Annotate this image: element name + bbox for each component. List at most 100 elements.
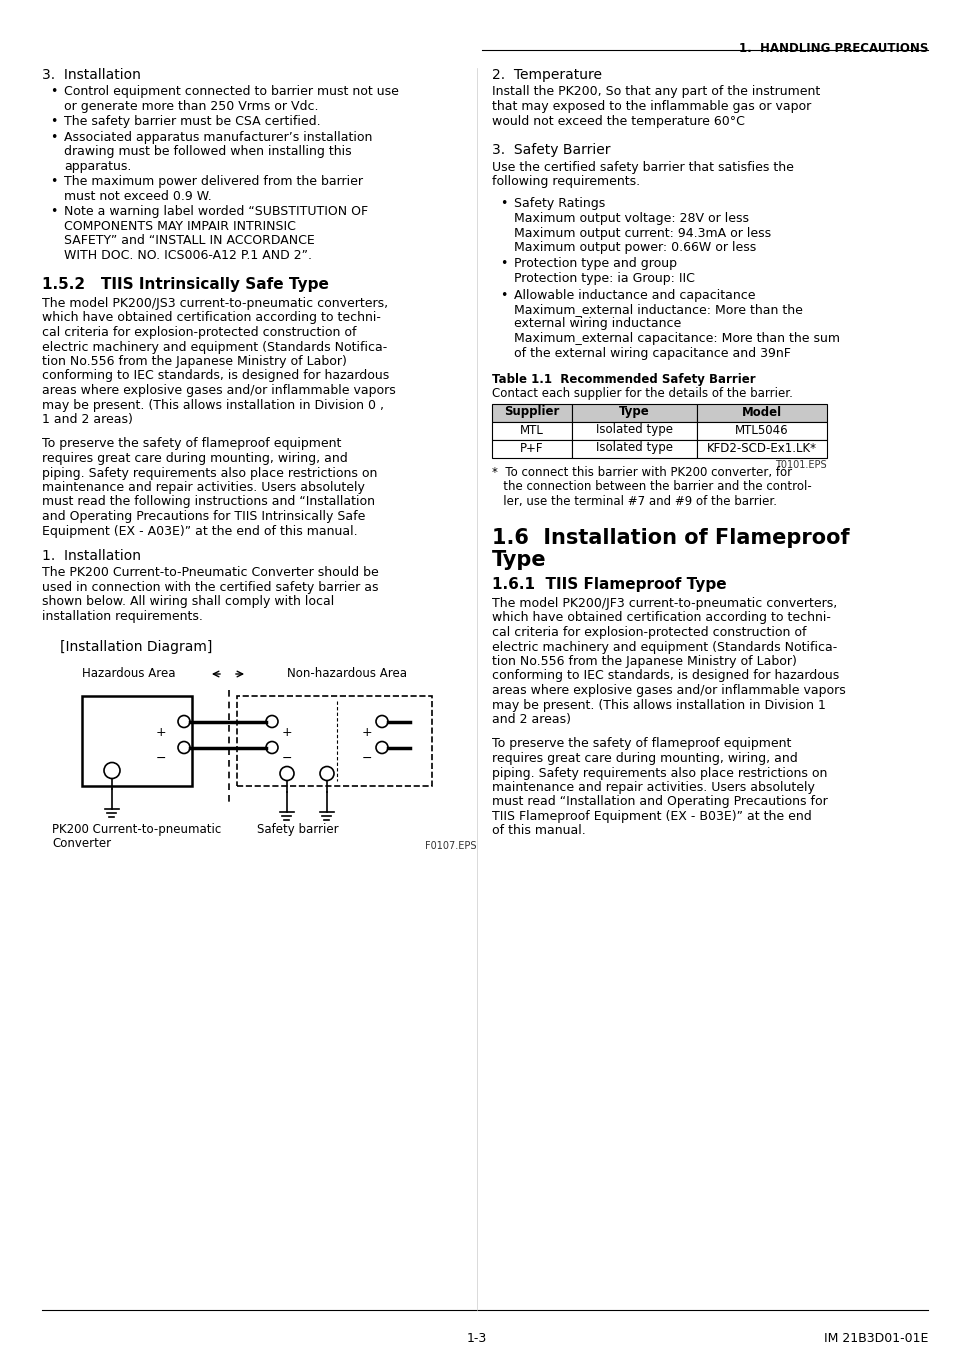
Text: cal criteria for explosion-protected construction of: cal criteria for explosion-protected con…	[492, 626, 805, 639]
Text: Safety barrier: Safety barrier	[256, 823, 338, 835]
Bar	[236, 696, 432, 785]
Text: IM 21B3D01-01E: IM 21B3D01-01E	[822, 1332, 927, 1346]
Text: Protection type: ia Group: IIC: Protection type: ia Group: IIC	[514, 272, 694, 285]
Bar	[572, 422, 697, 440]
Text: TIIS Flameproof Equipment (EX - B03E)” at the end: TIIS Flameproof Equipment (EX - B03E)” a…	[492, 811, 811, 823]
Text: 2.  Temperature: 2. Temperature	[492, 68, 601, 82]
Text: Converter: Converter	[52, 838, 111, 850]
Bar	[572, 404, 697, 422]
Text: Associated apparatus manufacturer’s installation: Associated apparatus manufacturer’s inst…	[64, 131, 372, 145]
Text: Maximum_external capacitance: More than the sum: Maximum_external capacitance: More than …	[514, 332, 840, 345]
Text: Protection type and group: Protection type and group	[514, 258, 677, 270]
Text: piping. Safety requirements also place restrictions on: piping. Safety requirements also place r…	[492, 766, 826, 780]
Text: Isolated type: Isolated type	[596, 423, 672, 436]
Text: 3.  Safety Barrier: 3. Safety Barrier	[492, 143, 610, 157]
Text: Allowable inductance and capacitance: Allowable inductance and capacitance	[514, 289, 755, 301]
Text: 1.6.1  TIIS Flameproof Type: 1.6.1 TIIS Flameproof Type	[492, 577, 726, 593]
Text: electric machinery and equipment (Standards Notifica-: electric machinery and equipment (Standa…	[42, 340, 387, 354]
Text: Maximum output voltage: 28V or less: Maximum output voltage: 28V or less	[514, 212, 748, 226]
Text: •: •	[499, 289, 507, 301]
Text: must read “Installation and Operating Precautions for: must read “Installation and Operating Pr…	[492, 796, 827, 808]
Text: ler, use the terminal #7 and #9 of the barrier.: ler, use the terminal #7 and #9 of the b…	[492, 494, 776, 508]
Text: To preserve the safety of flameproof equipment: To preserve the safety of flameproof equ…	[42, 438, 341, 450]
Text: Equipment (EX - A03E)” at the end of this manual.: Equipment (EX - A03E)” at the end of thi…	[42, 524, 357, 538]
Text: requires great care during mounting, wiring, and: requires great care during mounting, wir…	[42, 453, 348, 465]
Text: •: •	[499, 197, 507, 211]
Text: •: •	[50, 131, 57, 145]
Text: 1.  Installation: 1. Installation	[42, 549, 141, 563]
Text: 1.  HANDLING PRECAUTIONS: 1. HANDLING PRECAUTIONS	[738, 42, 927, 55]
Text: Isolated type: Isolated type	[596, 442, 672, 454]
Text: P+F: P+F	[519, 442, 543, 454]
Text: •: •	[50, 115, 57, 128]
Text: may be present. (This allows installation in Division 0 ,: may be present. (This allows installatio…	[42, 399, 384, 412]
Bar	[492, 404, 572, 422]
Text: COMPONENTS MAY IMPAIR INTRINSIC: COMPONENTS MAY IMPAIR INTRINSIC	[64, 220, 295, 232]
Text: 1.6  Installation of Flameproof: 1.6 Installation of Flameproof	[492, 527, 849, 547]
Bar	[82, 696, 192, 785]
Text: The PK200 Current-to-Pneumatic Converter should be: The PK200 Current-to-Pneumatic Converter…	[42, 566, 378, 580]
Text: Control equipment connected to barrier must not use: Control equipment connected to barrier m…	[64, 85, 398, 99]
Text: conforming to IEC standards, is designed for hazardous: conforming to IEC standards, is designed…	[42, 370, 389, 382]
Text: Table 1.1  Recommended Safety Barrier: Table 1.1 Recommended Safety Barrier	[492, 373, 755, 386]
Text: Note a warning label worded “SUBSTITUTION OF: Note a warning label worded “SUBSTITUTIO…	[64, 205, 368, 219]
Text: apparatus.: apparatus.	[64, 159, 132, 173]
Text: that may exposed to the inflammable gas or vapor: that may exposed to the inflammable gas …	[492, 100, 810, 113]
Text: and 2 areas): and 2 areas)	[492, 713, 571, 725]
Text: maintenance and repair activities. Users absolutely: maintenance and repair activities. Users…	[42, 481, 364, 494]
Text: +: +	[155, 725, 166, 739]
Text: −: −	[282, 751, 293, 765]
Text: •: •	[50, 176, 57, 189]
Text: tion No.556 from the Japanese Ministry of Labor): tion No.556 from the Japanese Ministry o…	[492, 655, 796, 667]
Text: would not exceed the temperature 60°C: would not exceed the temperature 60°C	[492, 115, 744, 127]
Text: 1.5.2   TIIS Intrinsically Safe Type: 1.5.2 TIIS Intrinsically Safe Type	[42, 277, 329, 292]
Bar	[697, 422, 826, 440]
Text: The safety barrier must be CSA certified.: The safety barrier must be CSA certified…	[64, 115, 320, 128]
Text: KFD2-SCD-Ex1.LK*: KFD2-SCD-Ex1.LK*	[706, 442, 816, 454]
Text: maintenance and repair activities. Users absolutely: maintenance and repair activities. Users…	[492, 781, 814, 794]
Text: Model: Model	[741, 405, 781, 419]
Text: shown below. All wiring shall comply with local: shown below. All wiring shall comply wit…	[42, 596, 334, 608]
Text: •: •	[499, 258, 507, 270]
Text: may be present. (This allows installation in Division 1: may be present. (This allows installatio…	[492, 698, 825, 712]
Text: Maximum_external inductance: More than the: Maximum_external inductance: More than t…	[514, 303, 802, 316]
Text: Use the certified safety barrier that satisfies the: Use the certified safety barrier that sa…	[492, 161, 793, 173]
Bar	[492, 422, 572, 440]
Text: Install the PK200, So that any part of the instrument: Install the PK200, So that any part of t…	[492, 85, 820, 99]
Text: or generate more than 250 Vrms or Vdc.: or generate more than 250 Vrms or Vdc.	[64, 100, 318, 113]
Text: conforming to IEC standards, is designed for hazardous: conforming to IEC standards, is designed…	[492, 670, 839, 682]
Text: which have obtained certification according to techni-: which have obtained certification accord…	[492, 612, 830, 624]
Text: +: +	[361, 725, 373, 739]
Text: areas where explosive gases and/or inflammable vapors: areas where explosive gases and/or infla…	[492, 684, 845, 697]
Text: tion No.556 from the Japanese Ministry of Labor): tion No.556 from the Japanese Ministry o…	[42, 355, 347, 367]
Text: drawing must be followed when installing this: drawing must be followed when installing…	[64, 146, 352, 158]
Text: used in connection with the certified safety barrier as: used in connection with the certified sa…	[42, 581, 378, 594]
Text: must not exceed 0.9 W.: must not exceed 0.9 W.	[64, 190, 212, 203]
Text: WITH DOC. NO. ICS006-A12 P.1 AND 2”.: WITH DOC. NO. ICS006-A12 P.1 AND 2”.	[64, 249, 312, 262]
Text: SAFETY” and “INSTALL IN ACCORDANCE: SAFETY” and “INSTALL IN ACCORDANCE	[64, 235, 314, 247]
Text: −: −	[155, 751, 166, 765]
Text: cal criteria for explosion-protected construction of: cal criteria for explosion-protected con…	[42, 326, 356, 339]
Bar	[697, 404, 826, 422]
Text: of the external wiring capacitance and 39nF: of the external wiring capacitance and 3…	[514, 346, 790, 359]
Text: electric machinery and equipment (Standards Notifica-: electric machinery and equipment (Standa…	[492, 640, 837, 654]
Text: 1 and 2 areas): 1 and 2 areas)	[42, 413, 132, 426]
Text: *  To connect this barrier with PK200 converter, for: * To connect this barrier with PK200 con…	[492, 466, 791, 480]
Text: external wiring inductance: external wiring inductance	[514, 317, 680, 331]
Text: of this manual.: of this manual.	[492, 824, 585, 838]
Text: −: −	[361, 751, 372, 765]
Text: the connection between the barrier and the control-: the connection between the barrier and t…	[492, 481, 811, 493]
Text: •: •	[50, 85, 57, 99]
Text: piping. Safety requirements also place restrictions on: piping. Safety requirements also place r…	[42, 466, 377, 480]
Text: [Installation Diagram]: [Installation Diagram]	[60, 640, 213, 654]
Text: areas where explosive gases and/or inflammable vapors: areas where explosive gases and/or infla…	[42, 384, 395, 397]
Text: Supplier: Supplier	[504, 405, 559, 419]
Text: Maximum output power: 0.66W or less: Maximum output power: 0.66W or less	[514, 240, 756, 254]
Text: The model PK200/JS3 current-to-pneumatic converters,: The model PK200/JS3 current-to-pneumatic…	[42, 297, 388, 309]
Text: MTL5046: MTL5046	[735, 423, 788, 436]
Text: Contact each supplier for the details of the barrier.: Contact each supplier for the details of…	[492, 388, 792, 400]
Text: F0107.EPS: F0107.EPS	[425, 842, 476, 851]
Text: and Operating Precautions for TIIS Intrinsically Safe: and Operating Precautions for TIIS Intri…	[42, 509, 365, 523]
Text: To preserve the safety of flameproof equipment: To preserve the safety of flameproof equ…	[492, 738, 791, 751]
Text: T0101.EPS: T0101.EPS	[775, 459, 826, 470]
